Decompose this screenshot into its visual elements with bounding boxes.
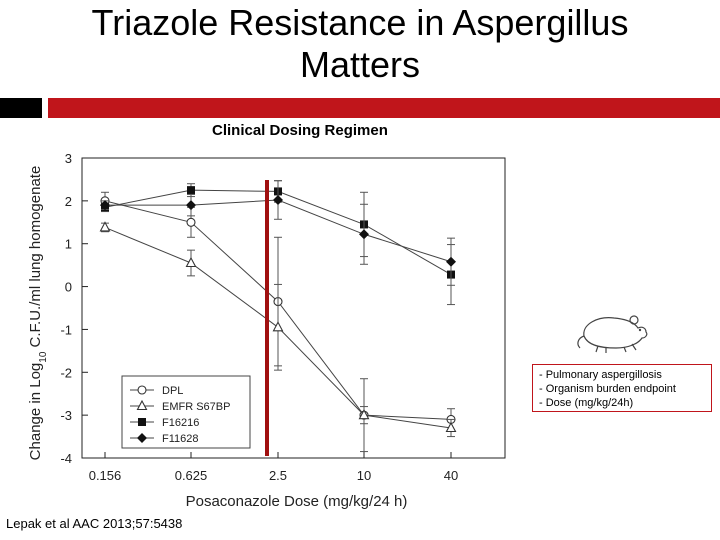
mouse-icon xyxy=(576,306,656,361)
legend-label: F16216 xyxy=(162,417,199,429)
chart-subtitle: Clinical Dosing Regimen xyxy=(212,122,388,139)
data-point xyxy=(186,217,196,227)
x-tick-label: 2.5 xyxy=(269,468,287,483)
legend-marker xyxy=(137,433,147,443)
title-underline-red xyxy=(48,98,720,118)
study-info-box: - Pulmonary aspergillosis - Organism bur… xyxy=(532,364,712,412)
y-tick-label: 1 xyxy=(65,237,72,252)
legend-marker xyxy=(136,399,148,411)
legend-label: DPL xyxy=(162,385,183,397)
y-tick-label: 0 xyxy=(65,280,72,295)
y-tick-label: -4 xyxy=(60,451,72,466)
data-point xyxy=(273,195,283,205)
y-axis-label: Change in Log10 C.F.U./ml lung homogenat… xyxy=(27,166,49,461)
plot-frame xyxy=(81,157,506,459)
y-tick-label: 2 xyxy=(65,194,72,209)
info-line: - Pulmonary aspergillosis xyxy=(539,369,662,381)
title-underline-dark xyxy=(0,98,42,118)
data-point xyxy=(100,200,110,211)
x-tick-label: 0.156 xyxy=(89,468,122,483)
data-point xyxy=(358,408,370,420)
data-point xyxy=(186,200,196,211)
legend-marker xyxy=(137,385,147,395)
data-point xyxy=(99,221,111,232)
x-tick-label: 10 xyxy=(357,468,371,483)
x-tick-label: 0.625 xyxy=(175,468,208,483)
y-tick-label: -2 xyxy=(60,365,72,380)
info-line: - Organism burden endpoint xyxy=(539,383,676,395)
x-tick-label: 40 xyxy=(444,468,458,483)
info-line: - Dose (mg/kg/24h) xyxy=(539,397,634,409)
data-point xyxy=(446,256,456,267)
x-axis-label: Posaconazole Dose (mg/kg/24 h) xyxy=(186,493,408,510)
data-point xyxy=(185,256,197,268)
y-tick-label: -3 xyxy=(60,408,72,423)
legend-label: EMFR S67BP xyxy=(162,401,230,413)
data-point xyxy=(359,229,369,240)
legend-label: F11628 xyxy=(162,433,199,445)
data-point xyxy=(445,421,457,433)
data-point xyxy=(187,186,195,195)
slide-title-line-2: Matters xyxy=(299,44,421,85)
y-tick-label: -1 xyxy=(60,322,72,337)
y-tick-label: 3 xyxy=(65,151,72,166)
citation: Lepak et al AAC 2013;57:5438 xyxy=(6,516,183,531)
slide-title: Triazole Resistance in Aspergillus Matter… xyxy=(0,2,720,86)
legend-marker xyxy=(138,418,146,426)
slide-title-line-1: Triazole Resistance in Aspergillus xyxy=(91,2,629,43)
data-point xyxy=(272,321,284,332)
